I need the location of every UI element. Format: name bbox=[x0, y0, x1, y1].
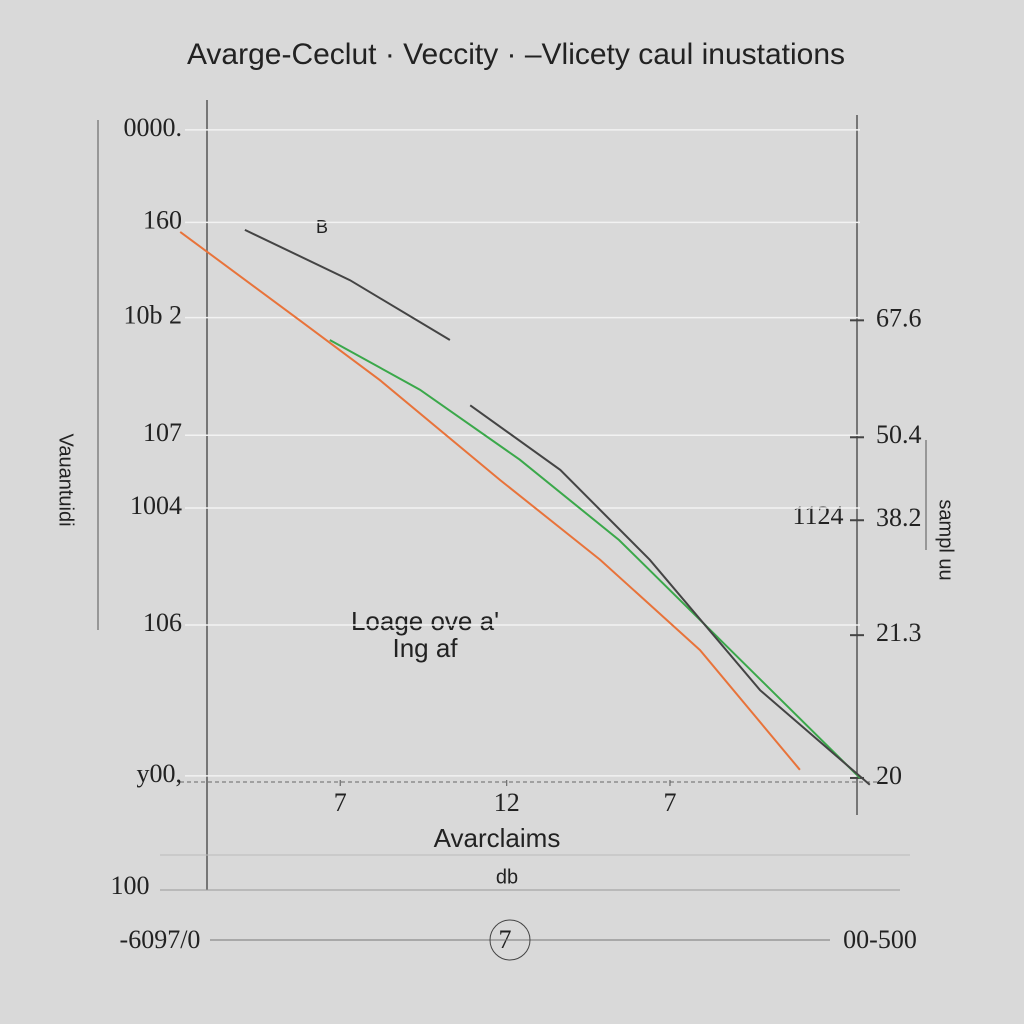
bottom-label: 7 bbox=[499, 925, 512, 954]
y2-tick-label: 67.6 bbox=[876, 303, 922, 332]
y-tick-label: 107 bbox=[143, 418, 182, 447]
x-tick-label: 7 bbox=[663, 788, 676, 817]
y-tick-label: 106 bbox=[143, 608, 182, 637]
x-tick-label: 12 bbox=[494, 788, 520, 817]
y2-tick-label: 50.4 bbox=[876, 420, 922, 449]
y-tick-label: 160 bbox=[143, 205, 182, 234]
annotation: Loage ove a' bbox=[351, 606, 499, 636]
x-axis-label: Avarclaims bbox=[434, 823, 561, 853]
y2-tick-label: 20 bbox=[876, 761, 902, 790]
y2-axis-label: sampl uu bbox=[935, 499, 957, 580]
annotation: Ing af bbox=[392, 633, 458, 663]
annotation: 1124 bbox=[792, 501, 843, 530]
bottom-label: -6097/0 bbox=[120, 925, 201, 954]
series-line bbox=[244, 228, 871, 786]
bottom-label: 100 bbox=[111, 871, 150, 900]
series-line bbox=[179, 231, 801, 771]
y-tick-label: 10b 2 bbox=[124, 301, 183, 330]
x-tick-label: 7 bbox=[334, 788, 347, 817]
y-tick-label: 1004 bbox=[130, 491, 182, 520]
x-axis-sublabel: db bbox=[496, 866, 518, 888]
y-axis-label: Vauantuidi bbox=[55, 433, 77, 526]
y-tick-label: 0000. bbox=[124, 113, 183, 142]
y-tick-label: y00, bbox=[137, 759, 183, 788]
series-line bbox=[329, 339, 861, 779]
decoration bbox=[97, 100, 927, 961]
y2-tick-label: 38.2 bbox=[876, 503, 922, 532]
annotation: B bbox=[316, 217, 328, 237]
bottom-label: 00-500 bbox=[843, 925, 917, 954]
y2-tick-label: 21.3 bbox=[876, 618, 922, 647]
chart-title: Avarge-Ceclut · Veccity · –Vlicety caul … bbox=[187, 38, 845, 71]
